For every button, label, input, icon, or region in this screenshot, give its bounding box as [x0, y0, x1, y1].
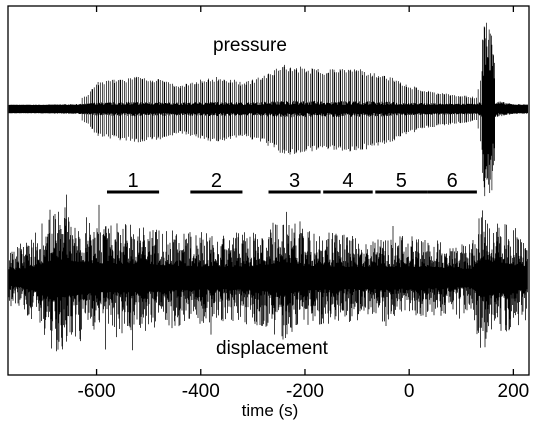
segment-label-2: 2	[211, 170, 222, 192]
x-tick-label: -600	[78, 381, 116, 402]
segment-label-3: 3	[289, 170, 300, 192]
segment-label-6: 6	[447, 170, 458, 192]
x-tick-label: 200	[498, 381, 530, 402]
segment-label-4: 4	[342, 170, 353, 192]
pressure-label: pressure	[213, 35, 287, 56]
x-ticks: -600 -400 -200 0 200	[78, 6, 530, 402]
segment-label-1: 1	[127, 170, 138, 192]
segment-label-5: 5	[396, 170, 407, 192]
segment-bars: 1 2 3 4 5 6	[106, 170, 477, 194]
x-tick-label: 0	[404, 381, 415, 402]
displacement-series-line	[8, 194, 528, 352]
x-axis-label: time (s)	[242, 401, 299, 420]
displacement-trace	[8, 194, 528, 352]
displacement-label: displacement	[216, 338, 329, 359]
x-tick-label: -200	[286, 381, 324, 402]
x-tick-label: -400	[182, 381, 220, 402]
plot-frame	[7, 5, 530, 376]
pressure-trace	[8, 22, 528, 197]
